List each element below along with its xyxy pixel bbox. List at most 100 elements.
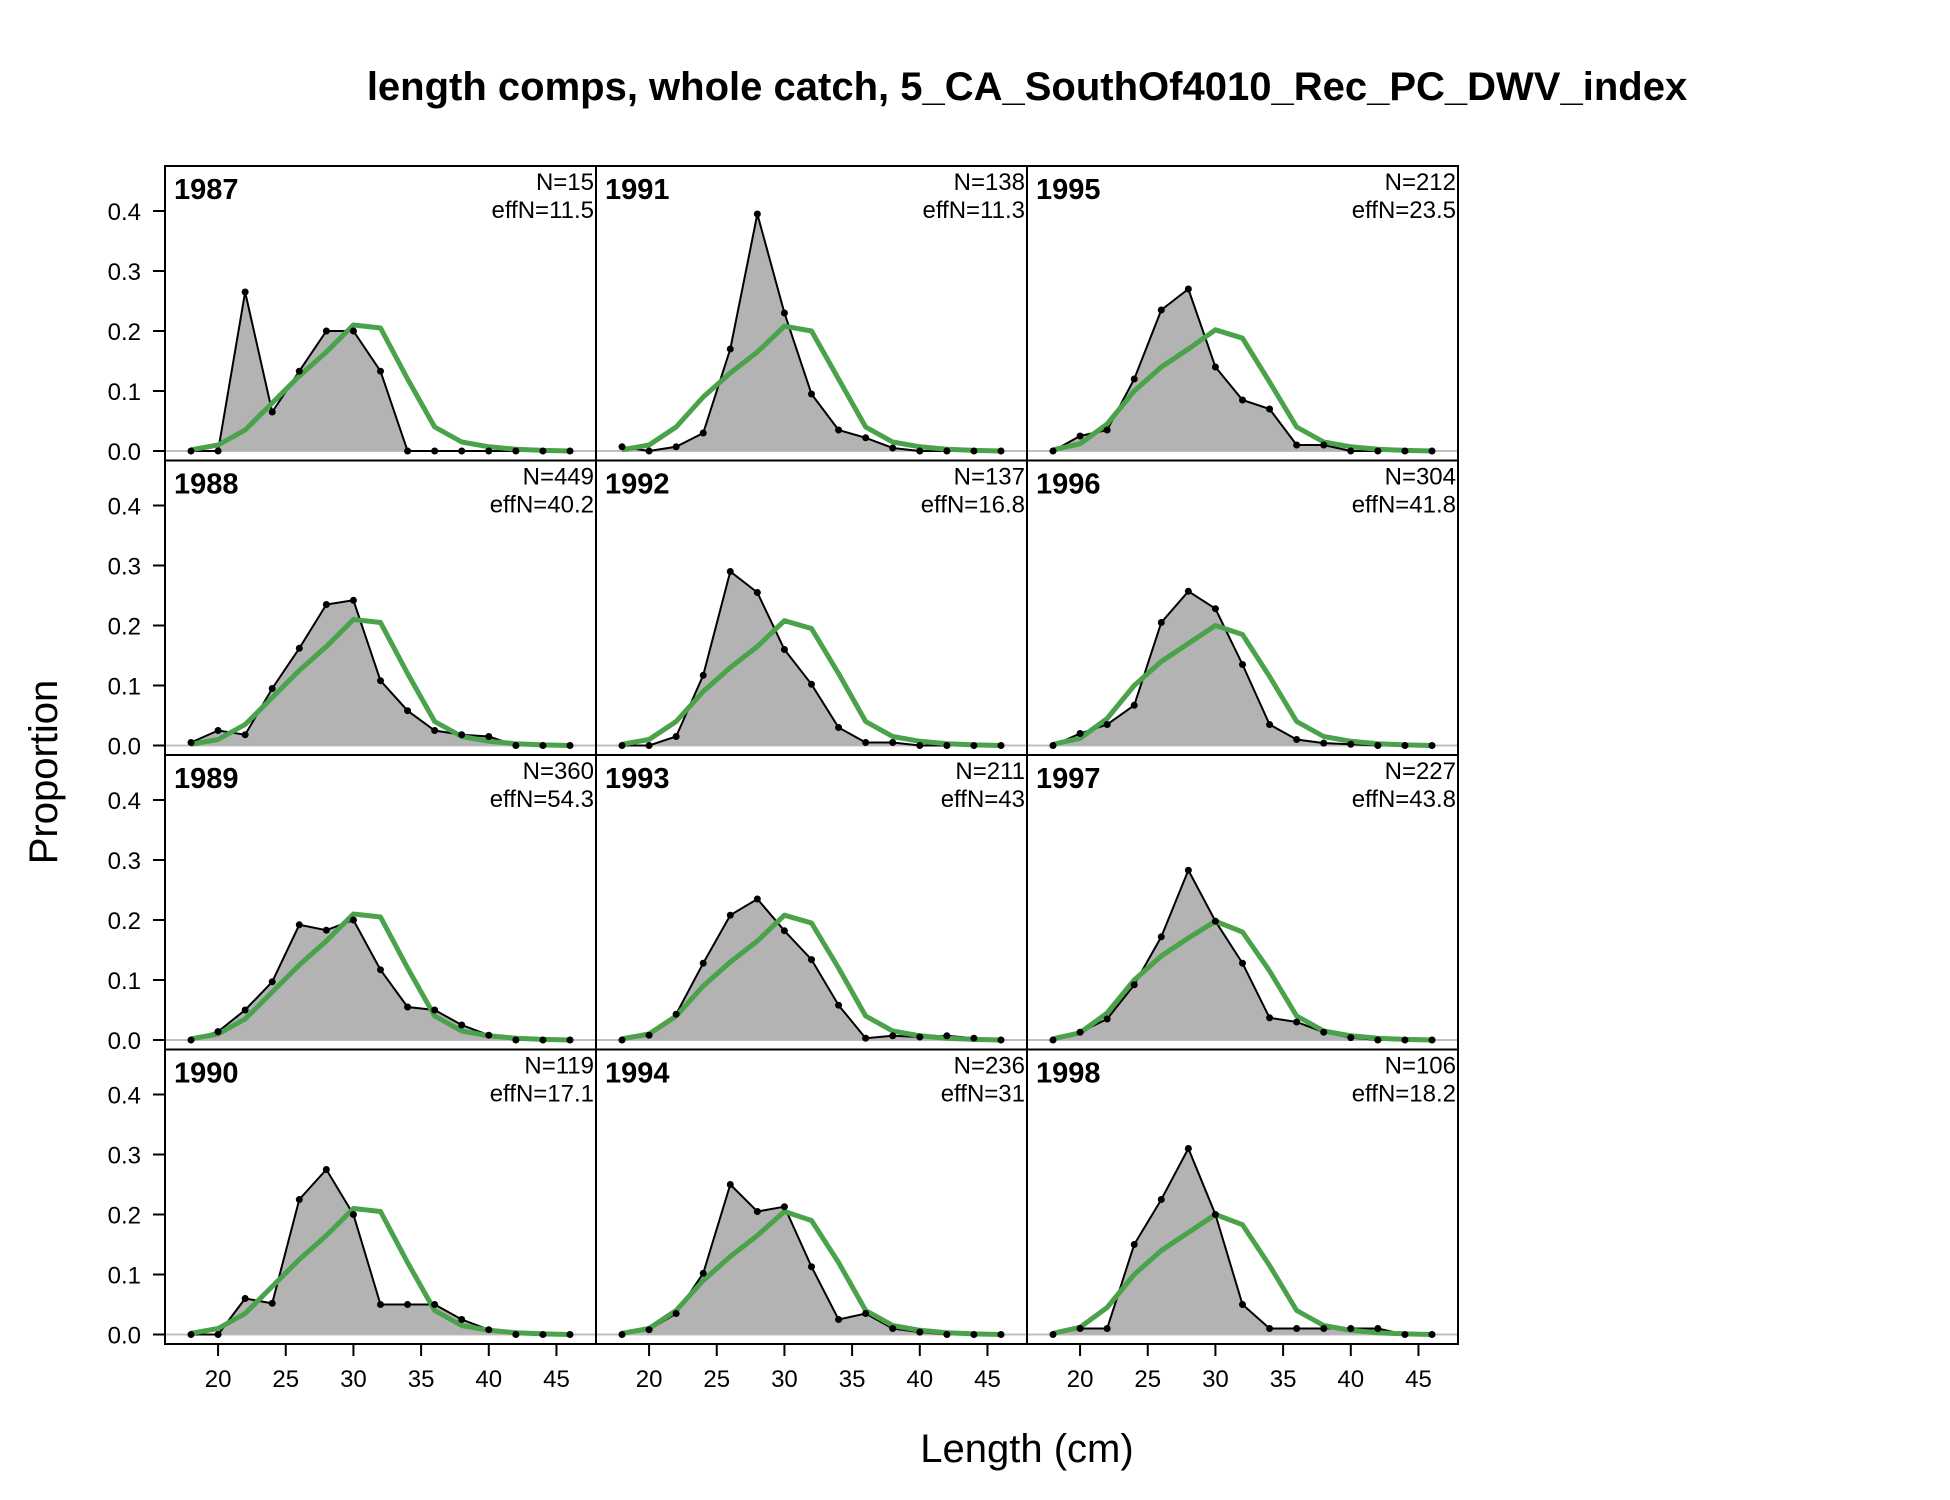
x-tick-label: 40 bbox=[906, 1366, 933, 1393]
observed-point bbox=[214, 1028, 222, 1036]
observed-point bbox=[214, 447, 222, 455]
observed-point bbox=[349, 916, 357, 924]
observed-point bbox=[699, 1269, 707, 1277]
observed-area bbox=[622, 899, 1001, 1040]
observed-point bbox=[349, 596, 357, 604]
observed-point bbox=[1184, 285, 1192, 293]
observed-point bbox=[458, 1021, 466, 1029]
observed-point bbox=[1293, 736, 1301, 743]
observed-point bbox=[862, 1034, 870, 1042]
observed-point bbox=[943, 1331, 951, 1338]
observed-point bbox=[1184, 866, 1192, 874]
observed-point bbox=[1103, 721, 1111, 728]
observed-point bbox=[322, 327, 330, 335]
observed-point bbox=[1130, 701, 1138, 709]
y-tick-label: 0.2 bbox=[108, 1203, 141, 1230]
observed-point bbox=[1374, 1036, 1382, 1044]
observed-point bbox=[377, 966, 384, 974]
y-tick-label: 0.3 bbox=[108, 1143, 141, 1170]
observed-point bbox=[835, 724, 843, 731]
observed-point bbox=[808, 680, 815, 688]
observed-point bbox=[458, 1316, 466, 1323]
panel-year-label: 1991 bbox=[605, 174, 670, 206]
observed-point bbox=[1157, 619, 1165, 626]
observed-point bbox=[1374, 447, 1382, 455]
observed-area bbox=[622, 1184, 1001, 1335]
y-tick-label: 0.3 bbox=[108, 259, 141, 286]
observed-area bbox=[1053, 870, 1432, 1040]
observed-point bbox=[322, 926, 330, 934]
observed-point bbox=[1266, 405, 1274, 413]
x-tick-label: 45 bbox=[1405, 1366, 1432, 1393]
expected-line bbox=[1052, 327, 1433, 454]
observed-point bbox=[404, 707, 412, 715]
panel-n-label: N=138 bbox=[954, 169, 1025, 196]
observed-point bbox=[1266, 721, 1274, 728]
x-tick-label: 35 bbox=[839, 1366, 866, 1393]
observed-point bbox=[295, 644, 303, 652]
observed-point bbox=[1320, 739, 1328, 747]
observed-point bbox=[780, 309, 788, 317]
observed-point bbox=[1184, 587, 1192, 595]
panel-year-label: 1989 bbox=[174, 763, 239, 795]
observed-point bbox=[1401, 742, 1409, 749]
expected-line bbox=[1052, 1212, 1433, 1337]
observed-point bbox=[1211, 605, 1219, 613]
observed-point bbox=[970, 1331, 978, 1338]
panel-n-label: N=449 bbox=[523, 464, 594, 491]
observed-point bbox=[1239, 661, 1246, 668]
panel-effn-label: effN=11.5 bbox=[491, 197, 594, 224]
observed-point bbox=[1428, 742, 1436, 749]
observed-point bbox=[566, 1331, 574, 1338]
observed-point bbox=[214, 1331, 222, 1338]
x-tick-label: 40 bbox=[1337, 1366, 1364, 1393]
observed-point bbox=[566, 742, 574, 749]
observed-point bbox=[780, 927, 788, 935]
observed-point bbox=[1428, 447, 1436, 455]
observed-point bbox=[889, 444, 897, 452]
observed-point bbox=[539, 1036, 547, 1044]
observed-area bbox=[191, 1169, 570, 1335]
observed-point bbox=[1239, 1301, 1246, 1308]
observed-point bbox=[1130, 981, 1138, 989]
panel-year-label: 1990 bbox=[174, 1058, 239, 1090]
observed-point bbox=[997, 447, 1005, 455]
y-tick-label: 0.2 bbox=[108, 614, 141, 641]
observed-point bbox=[808, 956, 815, 964]
observed-point bbox=[241, 1006, 249, 1014]
panel-year-label: 1997 bbox=[1036, 763, 1101, 795]
x-tick-label: 25 bbox=[1134, 1366, 1161, 1393]
observed-point bbox=[295, 1196, 303, 1203]
expected-line bbox=[621, 323, 1002, 454]
panel-effn-label: effN=18.2 bbox=[1352, 1081, 1456, 1108]
observed-point bbox=[1103, 1015, 1111, 1023]
panel-year-label: 1987 bbox=[174, 174, 239, 206]
y-tick-label: 0.1 bbox=[108, 379, 141, 406]
observed-point bbox=[943, 1032, 951, 1040]
observed-point bbox=[780, 1203, 788, 1211]
observed-point bbox=[322, 601, 330, 608]
panel-effn-label: effN=43 bbox=[941, 786, 1025, 813]
expected-line bbox=[621, 912, 1002, 1043]
y-tick-label: 0.4 bbox=[108, 199, 141, 226]
observed-point bbox=[618, 742, 626, 749]
observed-point bbox=[404, 1003, 412, 1011]
observed-point bbox=[970, 742, 978, 749]
observed-point bbox=[1401, 1036, 1409, 1044]
panel-n-label: N=137 bbox=[954, 464, 1025, 491]
observed-point bbox=[1239, 396, 1246, 404]
observed-point bbox=[889, 1325, 897, 1332]
observed-point bbox=[1211, 1211, 1219, 1218]
panel-year-label: 1995 bbox=[1036, 174, 1101, 206]
observed-point bbox=[431, 727, 439, 734]
observed-point bbox=[214, 727, 222, 734]
observed-point bbox=[431, 447, 439, 455]
x-tick-label: 40 bbox=[475, 1366, 502, 1393]
observed-point bbox=[726, 345, 734, 353]
